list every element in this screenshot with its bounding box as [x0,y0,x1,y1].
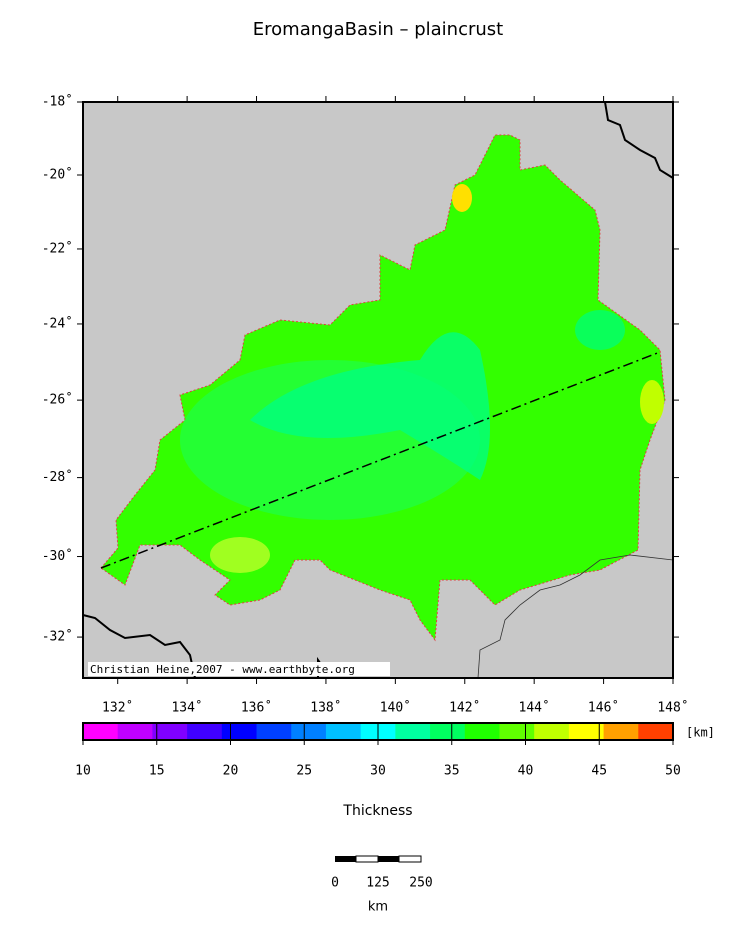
region [250,332,490,480]
lon-label: 136˚ [241,700,272,716]
lon-label: 140˚ [380,700,411,716]
colorbar-tick-label: 10 [75,764,91,779]
title: EromangaBasin – plaincrust [253,19,503,40]
lat-label: -18˚ [42,94,73,110]
lat-label: -22˚ [42,240,73,256]
colorbar-swatch [325,723,362,740]
coastline [604,101,674,179]
colorbar-swatch [83,723,119,740]
colorbar-tick-label: 30 [370,764,386,779]
colorbar-tick-label: 25 [296,764,312,779]
colorbar-swatch [568,723,605,740]
credit: Christian Heine,2007 - www.earthbyte.org [90,663,355,676]
colorbar-swatch [152,723,188,740]
lat-label: -20˚ [42,167,73,183]
colorbar-swatch [117,723,153,740]
colorbar-swatch [534,723,570,740]
colorbar-tick-label: 35 [444,764,460,779]
colorbar-swatch [464,723,500,740]
scalebar-segment [398,855,422,863]
region [575,310,625,350]
lon-label: 132˚ [102,700,133,716]
colorbar-swatch [499,723,535,740]
scalebar-label: 125 [366,876,389,891]
scalebar-label: 0 [331,876,339,891]
colorbar-swatch [256,723,292,740]
lon-label: 144˚ [519,700,550,716]
region [452,184,472,212]
colorbar-unit: [km] [686,726,715,740]
lon-label: 142˚ [449,700,480,716]
scalebar-segment [378,856,399,862]
region [640,380,664,424]
lat-label: -30˚ [42,548,73,564]
region [210,537,270,573]
scalebar-unit: km [368,900,388,915]
colorbar-tick-label: 15 [149,764,165,779]
lon-label: 134˚ [171,700,202,716]
lat-label: -24˚ [42,315,73,331]
colorbar-tick-label: 40 [518,764,534,779]
colorbar-swatch [638,723,674,740]
credit-box [88,662,390,676]
colorbar-label: Thickness [342,803,412,819]
border [477,554,674,679]
scalebar-label: 250 [409,876,432,891]
lon-label: 148˚ [657,700,688,716]
lat-label: -28˚ [42,469,73,485]
colorbar-tick-label: 45 [591,764,607,779]
map-frame [82,101,674,679]
colorbar-swatch [221,723,258,740]
colorbar-swatch [187,723,223,740]
colorbar-swatch [430,723,466,740]
lon-label: 138˚ [310,700,341,716]
scalebar-segment [355,855,379,863]
scalebar-segment [335,856,356,862]
lat-label: -32˚ [42,629,73,645]
lat-label: -26˚ [42,392,73,408]
colorbar-tick-label: 50 [665,764,681,779]
colorbar-swatch [395,723,431,740]
colorbar-tick-label: 20 [223,764,239,779]
colorbar-swatch [291,723,327,740]
coastline [82,614,196,679]
lon-label: 146˚ [588,700,619,716]
colorbar-swatch [603,723,639,740]
